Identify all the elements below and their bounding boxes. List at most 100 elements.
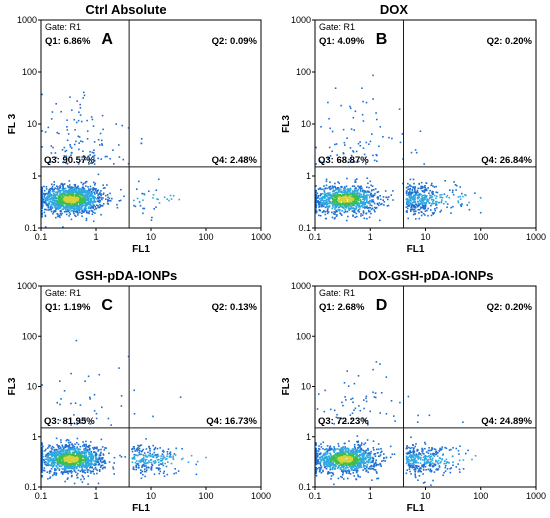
event-dot: [137, 447, 139, 449]
event-dot: [376, 477, 378, 480]
event-dot: [369, 180, 372, 183]
event-dot: [373, 194, 376, 197]
event-dot: [342, 199, 344, 202]
event-dot: [122, 158, 125, 161]
event-dot: [63, 188, 66, 190]
event-dot: [101, 406, 103, 409]
event-dot: [73, 184, 76, 186]
event-dot: [85, 201, 87, 204]
event-dot: [362, 201, 364, 204]
event-dot: [326, 210, 329, 213]
event-dot: [335, 191, 338, 194]
event-dot: [355, 203, 358, 206]
event-dot: [91, 118, 94, 121]
event-dot: [58, 450, 60, 453]
event-dot: [61, 462, 63, 465]
event-dot: [371, 468, 373, 470]
event-dot: [354, 457, 357, 459]
event-dot: [63, 456, 66, 459]
event-dot: [363, 199, 366, 201]
event-dot: [65, 213, 68, 216]
event-dot: [95, 412, 98, 415]
event-dot: [63, 465, 66, 467]
event-dot: [422, 200, 425, 202]
event-dot: [76, 472, 79, 475]
event-dot: [358, 186, 361, 189]
event-dot: [86, 463, 88, 465]
event-dot: [372, 195, 374, 198]
event-dot: [350, 157, 352, 159]
event-dot: [148, 454, 150, 457]
event-dot: [361, 214, 364, 216]
event-dot: [80, 140, 82, 142]
event-dot: [41, 447, 43, 450]
event-dot: [82, 445, 84, 447]
event-dot: [411, 192, 413, 195]
event-dot: [435, 200, 437, 203]
event-dot: [93, 393, 96, 396]
event-dot: [344, 190, 346, 193]
event-dot: [415, 192, 417, 195]
event-dot: [464, 194, 466, 196]
y-tick-label: 1: [306, 171, 311, 181]
event-dot: [350, 199, 353, 202]
event-dot: [332, 450, 335, 452]
event-dot: [46, 196, 49, 198]
event-dot: [94, 466, 97, 469]
event-dot: [105, 447, 107, 449]
event-dot: [383, 201, 386, 203]
event-dot: [142, 199, 144, 201]
event-dot: [376, 448, 378, 451]
event-dot: [316, 192, 319, 195]
event-dot: [334, 465, 336, 468]
y-tick-label: 1: [32, 171, 37, 181]
event-dot: [61, 149, 64, 151]
event-dot: [145, 438, 147, 440]
quadrant-q1-label: Q1: 1.19%: [45, 302, 91, 313]
event-dot: [81, 140, 84, 143]
event-dot: [318, 445, 320, 447]
event-dot: [102, 203, 105, 205]
event-dot: [83, 478, 85, 480]
event-dot: [336, 154, 338, 156]
event-dot: [324, 195, 327, 197]
event-dot: [325, 184, 328, 187]
event-dot: [55, 456, 57, 459]
event-dot: [408, 192, 410, 195]
event-dot: [327, 205, 330, 208]
event-dot: [79, 458, 81, 461]
event-dot: [357, 475, 360, 478]
event-dot: [93, 163, 96, 165]
event-dot: [63, 390, 66, 392]
event-dot: [419, 199, 421, 201]
event-dot: [346, 202, 348, 205]
event-dot: [139, 471, 142, 474]
event-dot: [370, 199, 373, 201]
event-dot: [74, 187, 77, 189]
event-dot: [73, 460, 76, 462]
event-dot: [363, 443, 365, 446]
event-dot: [74, 197, 77, 200]
event-dot: [50, 210, 53, 213]
event-dot: [74, 466, 77, 468]
event-dot: [333, 211, 335, 213]
event-dot: [48, 193, 51, 195]
event-dot: [360, 463, 362, 465]
event-dot: [334, 463, 337, 466]
event-dot: [141, 192, 143, 195]
event-dot: [80, 478, 82, 481]
event-dot: [102, 128, 104, 131]
event-dot: [319, 194, 321, 197]
event-dot: [94, 460, 97, 462]
event-dot: [338, 445, 340, 447]
event-dot: [327, 459, 329, 462]
event-dot: [55, 206, 57, 209]
event-dot: [346, 451, 349, 453]
event-dot: [322, 188, 324, 191]
event-dot: [88, 449, 91, 451]
event-dot: [145, 467, 148, 469]
event-dot: [85, 452, 87, 454]
event-dot: [419, 202, 421, 205]
event-dot: [364, 191, 366, 194]
event-dot: [58, 469, 61, 471]
